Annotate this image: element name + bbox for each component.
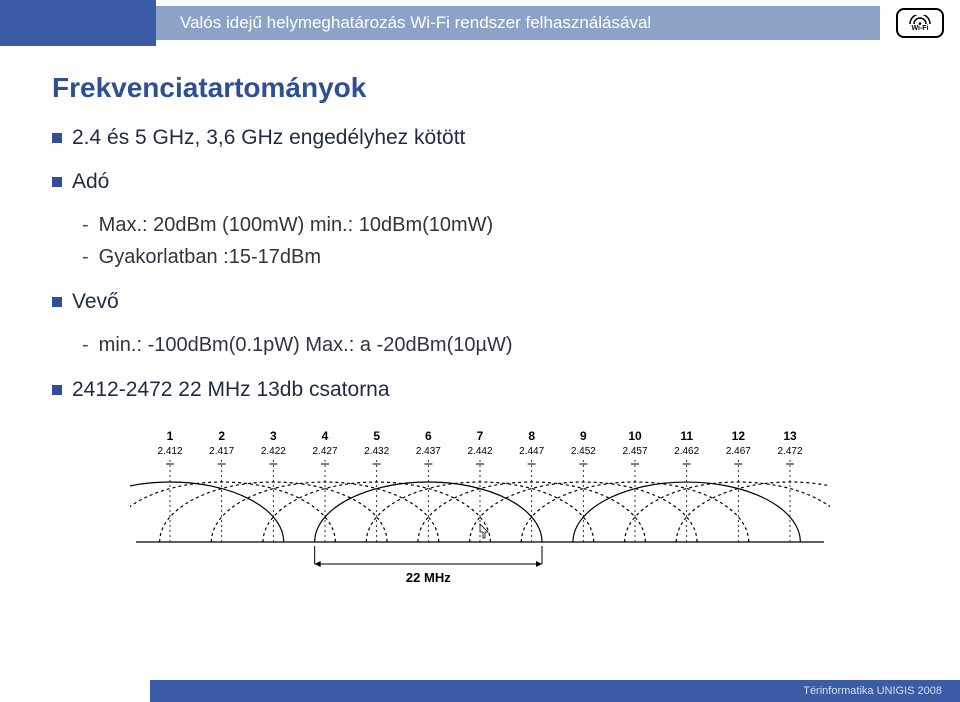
svg-text:22 MHz: 22 MHz (406, 570, 451, 585)
svg-text:5: 5 (373, 429, 380, 443)
svg-text:2.427: 2.427 (312, 446, 337, 457)
svg-text:12: 12 (732, 429, 746, 443)
svg-text:2.422: 2.422 (261, 446, 286, 457)
svg-text:10: 10 (628, 429, 642, 443)
channels-section: 2412-2472 22 MHz 13db csatorna (52, 378, 908, 402)
svg-text:8: 8 (528, 429, 535, 443)
svg-text:13: 13 (783, 429, 797, 443)
ado-sub1: - Max.: 20dBm (100mW) min.: 10dBm(10mW) (82, 212, 908, 238)
svg-text:2.462: 2.462 (674, 446, 699, 457)
svg-text:2: 2 (218, 429, 225, 443)
svg-text:2.467: 2.467 (726, 446, 751, 457)
svg-text:2.442: 2.442 (467, 446, 492, 457)
header-title: Valós idejű helymeghatározás Wi-Fi rends… (180, 13, 651, 33)
svg-text:2.412: 2.412 (157, 446, 182, 457)
wifi-arcs-icon (908, 15, 932, 25)
svg-text:3: 3 (270, 429, 277, 443)
ado-section: Adó - Max.: 20dBm (100mW) min.: 10dBm(10… (52, 170, 908, 270)
freq-line-section: 2.4 és 5 GHz, 3,6 GHz engedélyhez kötött (52, 126, 908, 150)
vevo-sub1: - min.: -100dBm(0.1pW) Max.: a -20dBm(10… (82, 332, 908, 358)
footer-band: Térinformatika UNIGIS 2008 (150, 680, 960, 702)
bullet-freq-text: 2.4 és 5 GHz, 3,6 GHz engedélyhez kötött (72, 126, 465, 150)
svg-text:2.437: 2.437 (416, 446, 441, 457)
vevo-section: Vevő - min.: -100dBm(0.1pW) Max.: a -20d… (52, 290, 908, 358)
ado-sub1-text: Max.: 20dBm (100mW) min.: 10dBm(10mW) (99, 212, 494, 238)
svg-text:2.472: 2.472 (777, 446, 802, 457)
ado-sub2-text: Gyakorlatban :15-17dBm (99, 244, 321, 270)
bullet-channels: 2412-2472 22 MHz 13db csatorna (52, 378, 908, 402)
svg-text:6: 6 (425, 429, 432, 443)
bullet-channels-text: 2412-2472 22 MHz 13db csatorna (72, 378, 390, 402)
channel-diagram-wrap: 1 2.412 2 2.417 3 2.422 4 2.427 5 2.432 6 2.437 7 2.4… (52, 422, 908, 602)
bullet-ado-text: Adó (72, 170, 109, 194)
bullet-square-icon (52, 385, 62, 395)
bullet-square-icon (52, 177, 62, 187)
wifi-logo-label: Wi-Fi (911, 25, 928, 32)
bullet-square-icon (52, 133, 62, 143)
svg-text:7: 7 (477, 429, 484, 443)
bullet-ado: Adó (52, 170, 908, 194)
footer-text: Térinformatika UNIGIS 2008 (803, 685, 942, 697)
bullet-vevo: Vevő (52, 290, 908, 314)
vevo-sub1-text: min.: -100dBm(0.1pW) Max.: a -20dBm(10µW… (99, 332, 513, 358)
dash-icon: - (82, 332, 89, 358)
channel-diagram: 1 2.412 2 2.417 3 2.422 4 2.427 5 2.432 6 2.437 7 2.4… (130, 422, 830, 602)
header-accent-block (0, 0, 156, 46)
svg-text:4: 4 (322, 429, 329, 443)
dash-icon: - (82, 244, 89, 270)
svg-text:2.417: 2.417 (209, 446, 234, 457)
svg-text:2.457: 2.457 (622, 446, 647, 457)
slide-header: Valós idejű helymeghatározás Wi-Fi rends… (0, 0, 960, 46)
svg-text:11: 11 (680, 429, 693, 443)
wifi-logo-container: Wi-Fi (880, 0, 960, 46)
ado-sub2: - Gyakorlatban :15-17dBm (82, 244, 908, 270)
footer-left-gap (0, 680, 150, 702)
bullet-freq: 2.4 és 5 GHz, 3,6 GHz engedélyhez kötött (52, 126, 908, 150)
bullet-vevo-text: Vevő (72, 290, 119, 314)
svg-text:2.432: 2.432 (364, 446, 389, 457)
svg-text:1: 1 (167, 429, 174, 443)
svg-text:2.447: 2.447 (519, 446, 544, 457)
slide-title: Frekvenciatartományok (52, 72, 908, 104)
svg-text:9: 9 (580, 429, 587, 443)
slide-content: Frekvenciatartományok 2.4 és 5 GHz, 3,6 … (0, 46, 960, 602)
svg-text:2.452: 2.452 (571, 446, 596, 457)
wifi-certified-icon: Wi-Fi (896, 8, 944, 38)
header-title-band: Valós idejű helymeghatározás Wi-Fi rends… (156, 6, 880, 40)
dash-icon: - (82, 212, 89, 238)
bullet-square-icon (52, 297, 62, 307)
